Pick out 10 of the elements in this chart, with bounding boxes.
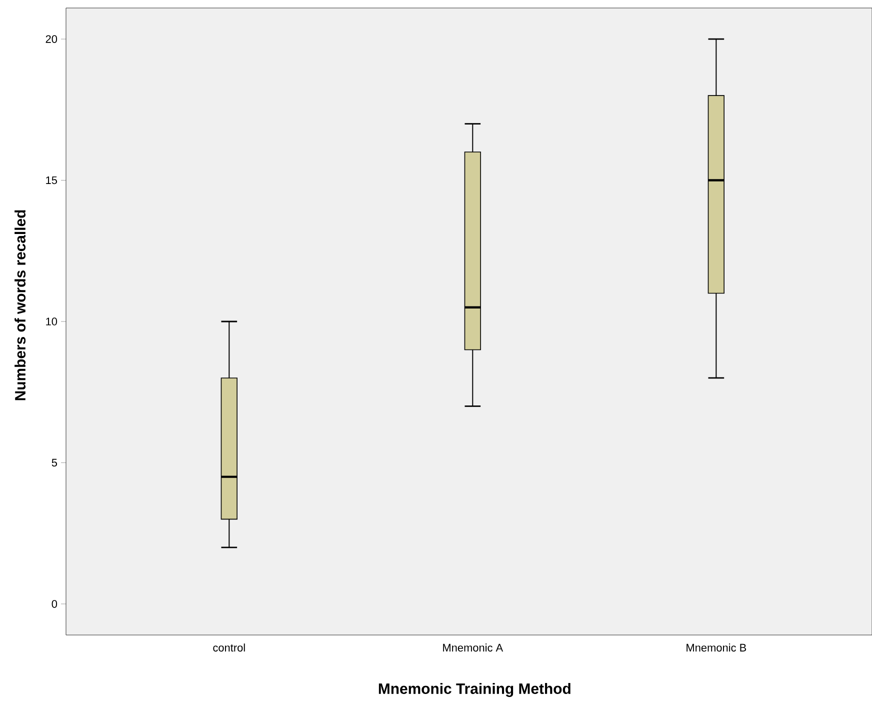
y-axis-title: Numbers of words recalled <box>14 210 26 400</box>
x-tick-label: control <box>213 644 245 652</box>
x-tick-label: Mnemonic B <box>686 644 746 652</box>
y-tick-label: 0 <box>52 600 58 608</box>
y-tick-label: 15 <box>46 176 58 184</box>
y-tick-label: 20 <box>46 35 58 43</box>
y-tick-label: 10 <box>46 318 58 326</box>
y-tick-label: 5 <box>52 458 58 467</box>
x-tick-label: Mnemonic A <box>443 644 504 652</box>
x-axis-title: Mnemonic Training Method <box>378 682 570 697</box>
